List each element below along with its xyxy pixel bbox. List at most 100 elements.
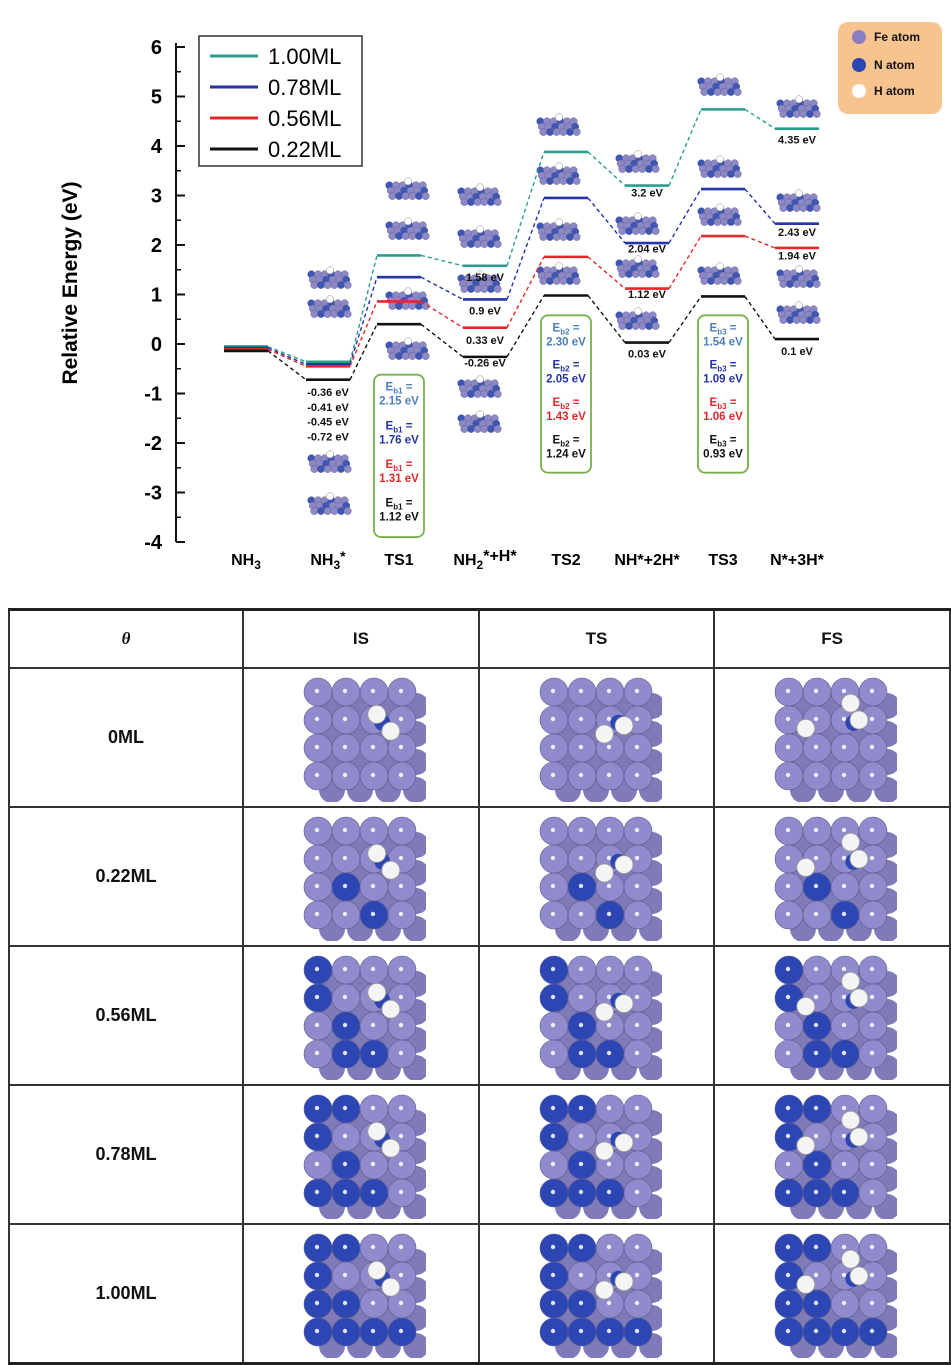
- barrier-box: [373, 373, 425, 538]
- slab-atom: [559, 177, 568, 185]
- atom-highlight: [342, 994, 348, 999]
- atom-highlight: [578, 716, 583, 721]
- atom-highlight: [813, 827, 819, 832]
- slab-atom: [812, 316, 821, 324]
- atom-highlight: [606, 966, 611, 971]
- atom-highlight: [370, 1105, 376, 1110]
- y-axis-title: Relative Energy (eV): [59, 181, 82, 384]
- slab-atom: [487, 198, 495, 206]
- slab-atom: [546, 233, 554, 241]
- slab-atom: [415, 192, 423, 200]
- atom-highlight: [606, 1244, 611, 1249]
- slab-structure-image: [536, 162, 581, 185]
- structure-table: θ IS TS FS 0ML 0.22ML 0.56ML 0.78ML 1.00…: [7, 608, 951, 1365]
- connector-0.56ML: [349, 301, 378, 367]
- slab-atom: [651, 165, 660, 173]
- surface-structure-image: [539, 1233, 662, 1358]
- slab-structure-image: [457, 410, 502, 433]
- h-atom: [555, 113, 563, 122]
- h-atom: [404, 177, 412, 186]
- atom-highlight: [634, 772, 639, 777]
- atom-highlight: [314, 688, 320, 693]
- barrier-label: Eb3 =: [710, 322, 737, 336]
- surface-structure-image: [774, 1233, 898, 1358]
- slab-atom: [792, 204, 801, 212]
- atom-highlight: [785, 827, 791, 832]
- atom-highlight: [813, 744, 819, 749]
- series-legend: [198, 35, 363, 167]
- atom-highlight: [550, 688, 555, 693]
- slab-atom: [631, 165, 640, 173]
- slab-atom: [330, 465, 339, 473]
- x-category-label: TS1: [384, 552, 413, 569]
- theta-header: θ: [7, 608, 245, 669]
- atom-highlight: [841, 883, 847, 888]
- h-atom: [614, 1132, 633, 1152]
- ts-structure-image: [477, 945, 716, 1086]
- slab-structure-image: [776, 265, 821, 288]
- atom-highlight: [634, 1133, 639, 1138]
- slab-structure-image: [385, 177, 430, 200]
- slab-atom: [421, 232, 430, 240]
- slab-atom: [401, 232, 410, 240]
- atom-highlight: [606, 716, 611, 721]
- atom-highlight: [841, 1161, 847, 1166]
- energy-value-label: 2.04 eV: [628, 243, 667, 255]
- slab-atom: [539, 233, 548, 241]
- atom-highlight: [398, 1244, 404, 1249]
- surface-structure-image: [303, 955, 426, 1080]
- barrier-value: 1.12 eV: [379, 511, 419, 523]
- slab-atom: [707, 170, 715, 178]
- atom-highlight: [342, 1050, 348, 1055]
- slab-atom: [625, 227, 633, 235]
- atom-highlight: [578, 1272, 583, 1277]
- atom-highlight: [550, 1300, 555, 1305]
- atom-highlight: [869, 883, 875, 888]
- atom-highlight: [785, 1050, 791, 1055]
- atom-highlight: [578, 1244, 583, 1249]
- surface-structure-image: [539, 955, 662, 1080]
- atom-highlight: [785, 911, 791, 916]
- slab-atom: [395, 192, 403, 200]
- y-tick-label: 5: [151, 87, 162, 109]
- atom-highlight: [370, 1050, 376, 1055]
- slab-atom: [618, 165, 627, 173]
- connector-0.22ML: [349, 323, 378, 380]
- barrier-box: [697, 314, 749, 474]
- h-atom: [796, 996, 816, 1016]
- atom-highlight: [785, 716, 791, 721]
- surface-structure-image: [303, 1233, 426, 1358]
- atom-highlight: [785, 855, 791, 860]
- h-atom-icon: [852, 84, 866, 98]
- atom-highlight: [841, 1244, 847, 1249]
- atom-highlight: [314, 772, 320, 777]
- legend-fe-label: Fe atom: [874, 30, 921, 44]
- slab-atom: [343, 310, 352, 318]
- slab-atom: [700, 170, 709, 178]
- energy-value-label: 3.2 eV: [631, 187, 663, 199]
- atom-highlight: [578, 772, 583, 777]
- ts-structure-image: [477, 1223, 716, 1365]
- slab-structure-image: [457, 225, 502, 248]
- connector-0.56ML: [744, 235, 776, 249]
- ts-structure-image: [477, 1084, 716, 1225]
- atom-highlight: [813, 855, 819, 860]
- slab-atom: [786, 110, 794, 118]
- atom-highlight: [785, 1244, 791, 1249]
- atom-highlight: [634, 1300, 639, 1305]
- h-atom: [796, 1135, 816, 1155]
- slab-atom: [480, 198, 489, 206]
- atom-highlight: [634, 1244, 639, 1249]
- table-header-row: θ IS TS FS: [7, 608, 951, 669]
- barrier-label: Eb1 =: [386, 497, 413, 511]
- y-tick-label: 2: [151, 235, 162, 257]
- legend-label: 1.00ML: [268, 44, 341, 69]
- slab-atom: [539, 128, 548, 136]
- slab-atom: [559, 128, 568, 136]
- h-atom: [716, 262, 724, 271]
- slab-atom: [408, 232, 417, 240]
- h-atom: [476, 410, 484, 419]
- atom-highlight: [550, 716, 555, 721]
- atom-highlight: [578, 911, 583, 916]
- slab-atom: [388, 302, 397, 310]
